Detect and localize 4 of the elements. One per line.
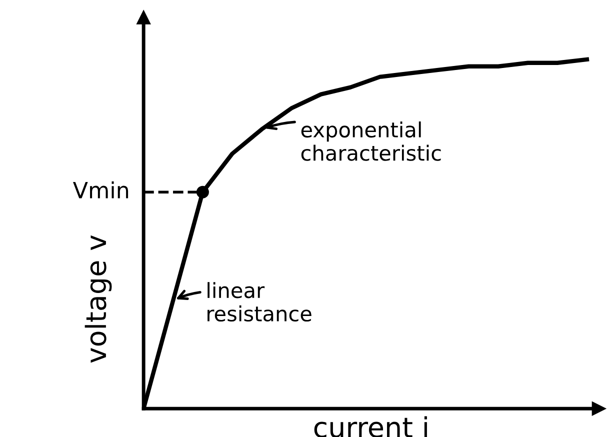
y-axis-title: voltage v bbox=[84, 235, 112, 363]
annotation: linear resistance bbox=[208, 282, 312, 322]
ref-line-label: Vmin bbox=[73, 181, 128, 198]
annotation: exponential characteristic bbox=[301, 121, 441, 161]
